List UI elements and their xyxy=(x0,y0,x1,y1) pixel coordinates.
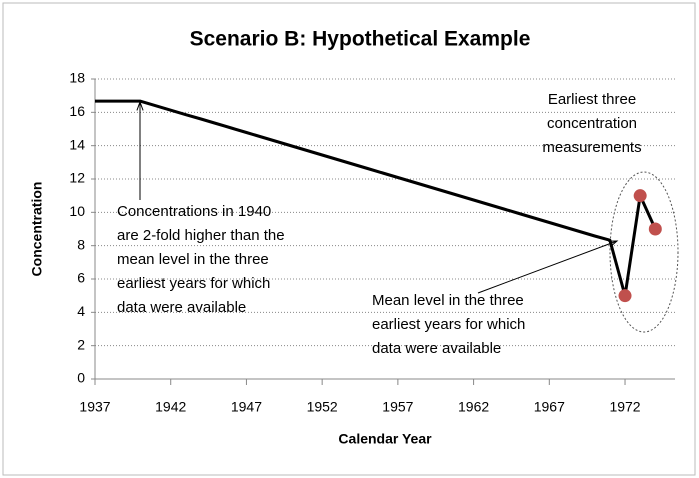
x-tick-label: 1937 xyxy=(79,399,110,415)
y-tick-label: 16 xyxy=(69,103,85,119)
x-tick-label: 1947 xyxy=(231,399,262,415)
x-tick-label: 1942 xyxy=(155,399,186,415)
y-tick-label: 14 xyxy=(69,136,85,152)
annotation-text: earliest years for which xyxy=(372,316,525,333)
y-tick-label: 6 xyxy=(77,270,85,286)
x-tick-label: 1972 xyxy=(609,399,640,415)
y-tick-label: 12 xyxy=(69,170,85,186)
annotation-text: data were available xyxy=(372,340,501,357)
annotation-text: concentration xyxy=(547,115,637,132)
highlight-ellipse xyxy=(609,171,679,333)
annotation-text: Earliest three xyxy=(548,91,636,108)
annotation-text: are 2-fold higher than the xyxy=(117,227,285,244)
x-axis-title: Calendar Year xyxy=(338,431,432,447)
data-point xyxy=(648,222,662,236)
annotation-text: mean level in the three xyxy=(117,251,269,268)
x-tick-label: 1952 xyxy=(307,399,338,415)
y-tick-label: 10 xyxy=(69,203,85,219)
x-tick-label: 1957 xyxy=(382,399,413,415)
x-tick-label: 1967 xyxy=(534,399,565,415)
y-tick-label: 0 xyxy=(77,370,85,386)
chart-title: Scenario B: Hypothetical Example xyxy=(190,28,531,51)
arrow-head xyxy=(607,240,619,248)
annotation-arrow xyxy=(477,240,618,294)
data-point xyxy=(633,189,647,203)
data-point xyxy=(618,289,632,303)
x-tick-label: 1962 xyxy=(458,399,489,415)
arrow-head xyxy=(136,100,144,111)
data-line xyxy=(95,99,657,298)
y-tick-label: 8 xyxy=(77,236,85,252)
y-tick-label: 18 xyxy=(69,70,85,86)
annotation-text: measurements xyxy=(542,139,641,156)
annotation-text: earliest years for which xyxy=(117,275,270,292)
annotation-text: data were available xyxy=(117,299,246,316)
annotation-text: Mean level in the three xyxy=(372,292,524,309)
y-axis-title: Concentration xyxy=(29,182,45,277)
annotation-text: Concentrations in 1940 xyxy=(117,203,271,220)
y-tick-label: 4 xyxy=(77,303,85,319)
y-tick-label: 2 xyxy=(77,336,85,352)
